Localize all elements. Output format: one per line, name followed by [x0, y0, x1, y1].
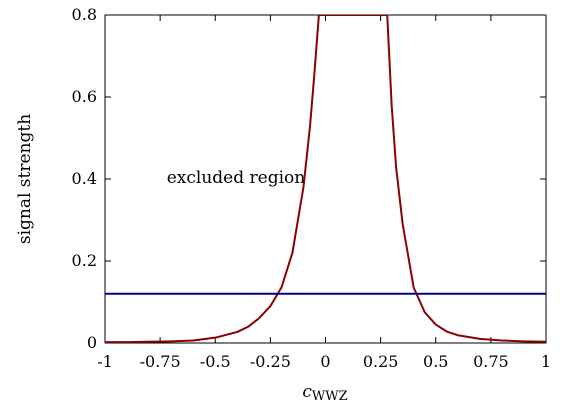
y-tick-label: 0.4 — [72, 169, 97, 188]
x-tick-label: -0.25 — [250, 352, 291, 371]
series-group — [105, 15, 546, 343]
annotation-excluded-region: excluded region — [167, 168, 306, 188]
x-tick-label: 0 — [320, 352, 330, 371]
y-tick-label: 0.6 — [72, 87, 97, 106]
x-tick-label: 0.25 — [363, 352, 399, 371]
tick-labels: -1 -0.75 -0.5 -0.25 0 0.25 0.5 0.75 1 0 0.2 0.4 0.6 0… — [72, 5, 552, 371]
y-tick-label: 0.2 — [72, 251, 97, 270]
x-axis-title-subscript: WWZ — [312, 389, 348, 404]
x-axis-title-main: c — [302, 382, 312, 402]
x-tick-label: 1 — [541, 352, 551, 371]
x-tick-label: -0.5 — [200, 352, 231, 371]
y-tick-label: 0.8 — [72, 5, 97, 24]
series-line-0 — [105, 15, 546, 343]
x-axis-title: cWWZ — [302, 382, 347, 404]
x-tick-label: -0.75 — [140, 352, 181, 371]
x-tick-label: 0.5 — [423, 352, 448, 371]
y-tick-label: 0 — [87, 333, 97, 352]
x-tick-label: -1 — [97, 352, 113, 371]
x-tick-label: 0.75 — [473, 352, 509, 371]
y-axis-title: signal strength — [15, 114, 35, 244]
